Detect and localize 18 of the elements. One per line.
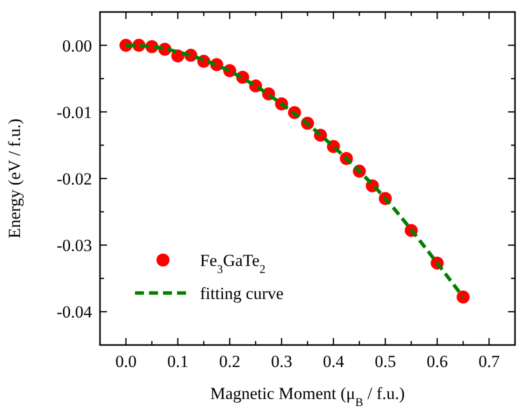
x-tick-label: 0.4 bbox=[322, 352, 345, 371]
y-axis-title: Energy (eV / f.u.) bbox=[5, 118, 24, 238]
y-tick-label: -0.01 bbox=[56, 102, 92, 122]
x-tick-label: 0.2 bbox=[219, 352, 240, 371]
legend-label: fitting curve bbox=[200, 284, 284, 303]
y-tick-label: -0.03 bbox=[56, 236, 92, 256]
x-axis-title: Magnetic Moment (μ$_{B}$ / f.u.) bbox=[210, 384, 405, 409]
y-tick-label: 0.00 bbox=[62, 36, 92, 56]
x-tick-label: 0.5 bbox=[374, 352, 396, 371]
y-tick-label: -0.02 bbox=[56, 170, 92, 188]
x-tick-label: 0.6 bbox=[426, 352, 448, 371]
x-tick-label: 0.7 bbox=[478, 352, 500, 371]
x-tick-label: 0.0 bbox=[115, 352, 137, 371]
legend-label: Fe$_{3}$GaTe$_{2}$ bbox=[200, 251, 266, 276]
point bbox=[456, 290, 470, 304]
x-tick-label: 0.1 bbox=[167, 352, 188, 371]
y-tick-label: -0.04 bbox=[56, 302, 92, 322]
x-tick-label: 0.3 bbox=[270, 352, 292, 371]
